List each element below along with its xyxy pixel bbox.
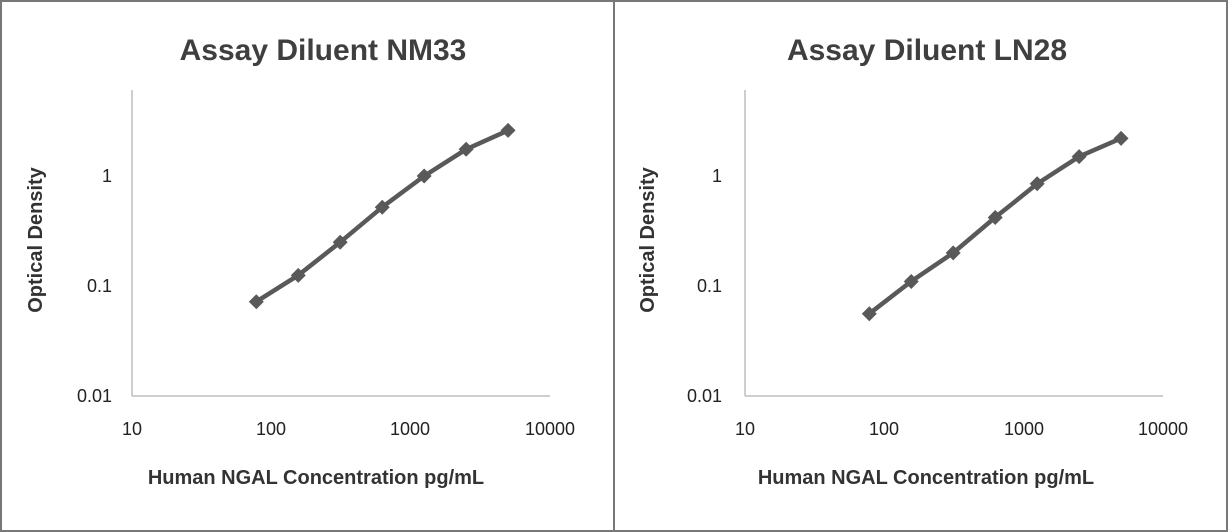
y-axis-label: Optical Density (25, 166, 47, 312)
chart-panel-ln28: Assay Diluent LN28 0.01 0.1 1 10 100 100… (637, 34, 1188, 489)
plot-area (248, 122, 516, 310)
data-point-marker (1029, 176, 1045, 192)
data-point-marker (1071, 149, 1087, 165)
y-tick-label: 0.01 (687, 386, 722, 406)
x-tick-label: 10 (735, 419, 755, 439)
data-point-marker (861, 306, 877, 322)
x-tick-label: 10 (122, 419, 142, 439)
x-tick-label: 10000 (1138, 419, 1188, 439)
data-point-marker (1113, 130, 1129, 146)
x-tick-label: 1000 (1004, 419, 1044, 439)
y-tick-label: 0.01 (77, 386, 112, 406)
data-point-marker (374, 199, 390, 215)
chart-title: Assay Diluent NM33 (180, 34, 467, 67)
y-tick-label: 1 (102, 166, 112, 186)
x-tick-label: 10000 (525, 419, 575, 439)
y-tick-label: 1 (712, 166, 722, 186)
chart-title: Assay Diluent LN28 (787, 34, 1067, 67)
data-point-marker (248, 294, 264, 310)
y-axis-label: Optical Density (637, 166, 659, 312)
x-tick-label: 100 (869, 419, 899, 439)
chart-panel-nm33: Assay Diluent NM33 0.01 0.1 1 10 100 100… (25, 34, 575, 489)
y-tick-label: 0.1 (87, 276, 112, 296)
x-axis-label: Human NGAL Concentration pg/mL (148, 467, 484, 489)
y-tick-label: 0.1 (697, 276, 722, 296)
data-point-marker (500, 122, 516, 138)
data-point-marker (987, 209, 1003, 225)
x-axis-label: Human NGAL Concentration pg/mL (758, 467, 1094, 489)
data-point-marker (332, 234, 348, 250)
data-point-marker (945, 245, 961, 261)
data-point-marker (903, 273, 919, 289)
x-tick-label: 100 (256, 419, 286, 439)
plot-area (861, 130, 1129, 322)
data-point-marker (416, 168, 432, 184)
data-point-marker (290, 267, 306, 283)
data-point-marker (458, 141, 474, 157)
x-tick-label: 1000 (390, 419, 430, 439)
